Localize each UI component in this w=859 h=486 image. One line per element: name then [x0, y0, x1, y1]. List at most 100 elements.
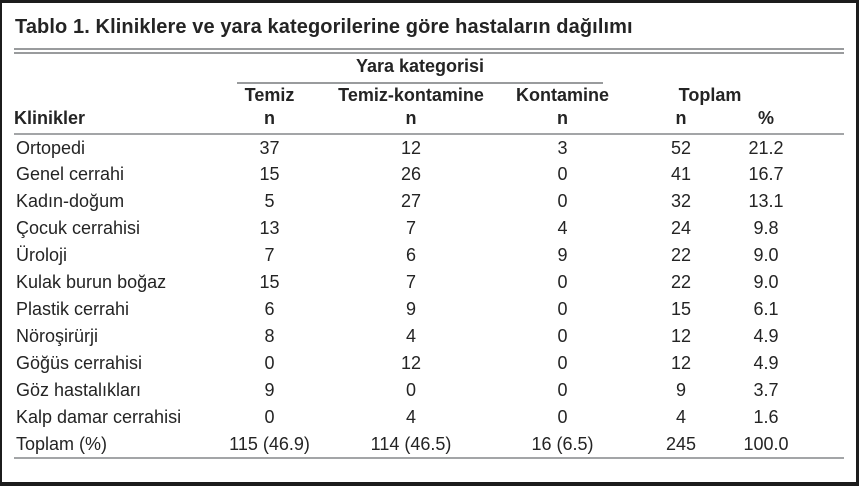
temiz-kontamine-n-cell: 7	[405, 272, 416, 292]
temiz-n-cell: 0	[264, 353, 275, 373]
table-row: Göz hastalıkları 9 0 0 9 3.7	[14, 377, 844, 404]
totals-row: Toplam (%) 115 (46.9) 114 (46.5) 16 (6.5…	[14, 431, 844, 459]
wound-category-group-cell: Yara kategorisi	[217, 54, 625, 84]
temiz-kontamine-n-cell: 9	[405, 299, 416, 319]
toplam-n-cell: 24	[671, 218, 692, 238]
clinic-name-cell: Nöroşirürji	[16, 326, 99, 346]
empty-cell	[795, 323, 844, 350]
table-row: Kadın-doğum 5 27 0 32 13.1	[14, 188, 844, 215]
wound-category-group-row: Yara kategorisi	[14, 54, 844, 84]
temiz-n-cell: 0	[264, 407, 275, 427]
temiz-kontamine-n-cell: 0	[405, 380, 416, 400]
empty-cell	[795, 431, 844, 459]
unit-header-temiz-kontamine-n: n	[322, 108, 500, 135]
clinic-name-cell: Göğüs cerrahisi	[16, 353, 143, 373]
kontamine-n-cell: 0	[557, 326, 568, 346]
toplam-pct-cell: 3.7	[753, 380, 779, 400]
unit-header-toplam-n: n	[625, 108, 738, 135]
table-caption: Tablo 1. Kliniklere ve yara kategorileri…	[15, 16, 633, 38]
empty-cell	[795, 108, 844, 135]
kontamine-n-cell: 0	[557, 164, 568, 184]
empty-cell	[795, 161, 844, 188]
temiz-n-cell: 9	[264, 380, 275, 400]
table-row: Göğüs cerrahisi 0 12 0 12 4.9	[14, 350, 844, 377]
empty-cell	[795, 404, 844, 431]
toplam-n-cell: 22	[671, 245, 692, 265]
temiz-kontamine-n-cell: 6	[405, 245, 416, 265]
temiz-kontamine-n-cell: 4	[405, 326, 416, 346]
toplam-pct-cell: 9.0	[753, 245, 779, 265]
empty-cell	[795, 269, 844, 296]
toplam-pct-cell: 9.8	[753, 218, 779, 238]
table-row: Ortopedi 37 12 3 52 21.2	[14, 134, 844, 161]
clinic-name-cell: Genel cerrahi	[16, 164, 125, 184]
kontamine-n-cell: 3	[557, 137, 568, 158]
totals-temiz-cell: 115 (46.9)	[217, 431, 322, 459]
table-row: Nöroşirürji 8 4 0 12 4.9	[14, 323, 844, 350]
temiz-kontamine-n-cell: 7	[405, 218, 416, 238]
table-row: Plastik cerrahi 6 9 0 15 6.1	[14, 296, 844, 323]
temiz-kontamine-n-cell: 26	[400, 164, 422, 184]
unit-header-kontamine-n: n	[500, 108, 626, 135]
toplam-pct-cell: 21.2	[748, 137, 784, 158]
empty-cell	[795, 350, 844, 377]
temiz-kontamine-n-cell: 12	[400, 353, 422, 373]
row-dimension-header: Klinikler	[14, 108, 217, 135]
table-row: Çocuk cerrahisi 13 7 4 24 9.8	[14, 215, 844, 242]
kontamine-n-cell: 0	[557, 299, 568, 319]
clinic-name-cell: Üroloji	[16, 245, 68, 265]
totals-label-cell: Toplam (%)	[14, 431, 217, 459]
toplam-pct-cell: 13.1	[748, 191, 784, 211]
toplam-n-cell: 41	[671, 164, 692, 184]
kontamine-n-cell: 4	[557, 218, 568, 238]
toplam-pct-cell: 4.9	[753, 326, 779, 346]
empty-cell	[795, 134, 844, 161]
toplam-pct-cell: 1.6	[753, 407, 779, 427]
toplam-n-cell: 9	[676, 380, 687, 400]
table-row: Genel cerrahi 15 26 0 41 16.7	[14, 161, 844, 188]
table-row: Kulak burun boğaz 15 7 0 22 9.0	[14, 269, 844, 296]
double-rule-divider	[14, 48, 844, 54]
clinic-name-cell: Plastik cerrahi	[16, 299, 130, 319]
temiz-n-cell: 6	[264, 299, 275, 319]
clinic-name-cell: Ortopedi	[16, 137, 86, 158]
temiz-n-cell: 15	[259, 272, 280, 292]
temiz-n-cell: 7	[264, 245, 275, 265]
empty-cell	[795, 188, 844, 215]
toplam-n-cell: 22	[671, 272, 692, 292]
toplam-n-cell: 15	[671, 299, 692, 319]
temiz-n-cell: 13	[259, 218, 280, 238]
unit-header-row: Klinikler n n n n %	[14, 108, 844, 135]
temiz-kontamine-n-cell: 12	[400, 137, 422, 158]
clinic-name-cell: Göz hastalıkları	[16, 380, 142, 400]
clinic-name-cell: Kadın-doğum	[16, 191, 125, 211]
toplam-pct-cell: 4.9	[753, 353, 779, 373]
empty-cell	[795, 84, 844, 108]
table-row: Kalp damar cerrahisi 0 4 0 4 1.6	[14, 404, 844, 431]
temiz-n-cell: 5	[264, 191, 275, 211]
category-header-row: Temiz Temiz-kontamine Kontamine Toplam	[14, 84, 844, 108]
totals-temiz-kontamine-cell: 114 (46.5)	[322, 431, 500, 459]
column-header-temiz-kontamine: Temiz-kontamine	[338, 85, 484, 105]
clinic-wound-table: Yara kategorisi Temiz Temiz-kontamine Ko…	[14, 54, 844, 459]
clinic-name-cell: Kulak burun boğaz	[16, 272, 167, 292]
wound-category-group-header: Yara kategorisi	[237, 56, 604, 84]
column-header-toplam: Toplam	[678, 85, 742, 105]
clinic-name-cell: Kalp damar cerrahisi	[16, 407, 182, 427]
kontamine-n-cell: 9	[557, 245, 568, 265]
toplam-n-cell: 4	[676, 407, 687, 427]
temiz-n-cell: 8	[264, 326, 275, 346]
toplam-n-cell: 52	[671, 137, 692, 158]
empty-cell	[625, 54, 795, 84]
kontamine-n-cell: 0	[557, 353, 568, 373]
temiz-kontamine-n-cell: 27	[400, 191, 422, 211]
toplam-pct-cell: 16.7	[748, 164, 784, 184]
temiz-n-cell: 15	[259, 164, 280, 184]
totals-kontamine-cell: 16 (6.5)	[500, 431, 626, 459]
totals-toplam-n-cell: 245	[625, 431, 738, 459]
totals-toplam-pct-cell: 100.0	[737, 431, 796, 459]
empty-cell	[14, 54, 217, 84]
empty-cell	[795, 54, 844, 84]
clinic-name-cell: Çocuk cerrahisi	[16, 218, 141, 238]
column-header-temiz: Temiz	[244, 85, 295, 105]
